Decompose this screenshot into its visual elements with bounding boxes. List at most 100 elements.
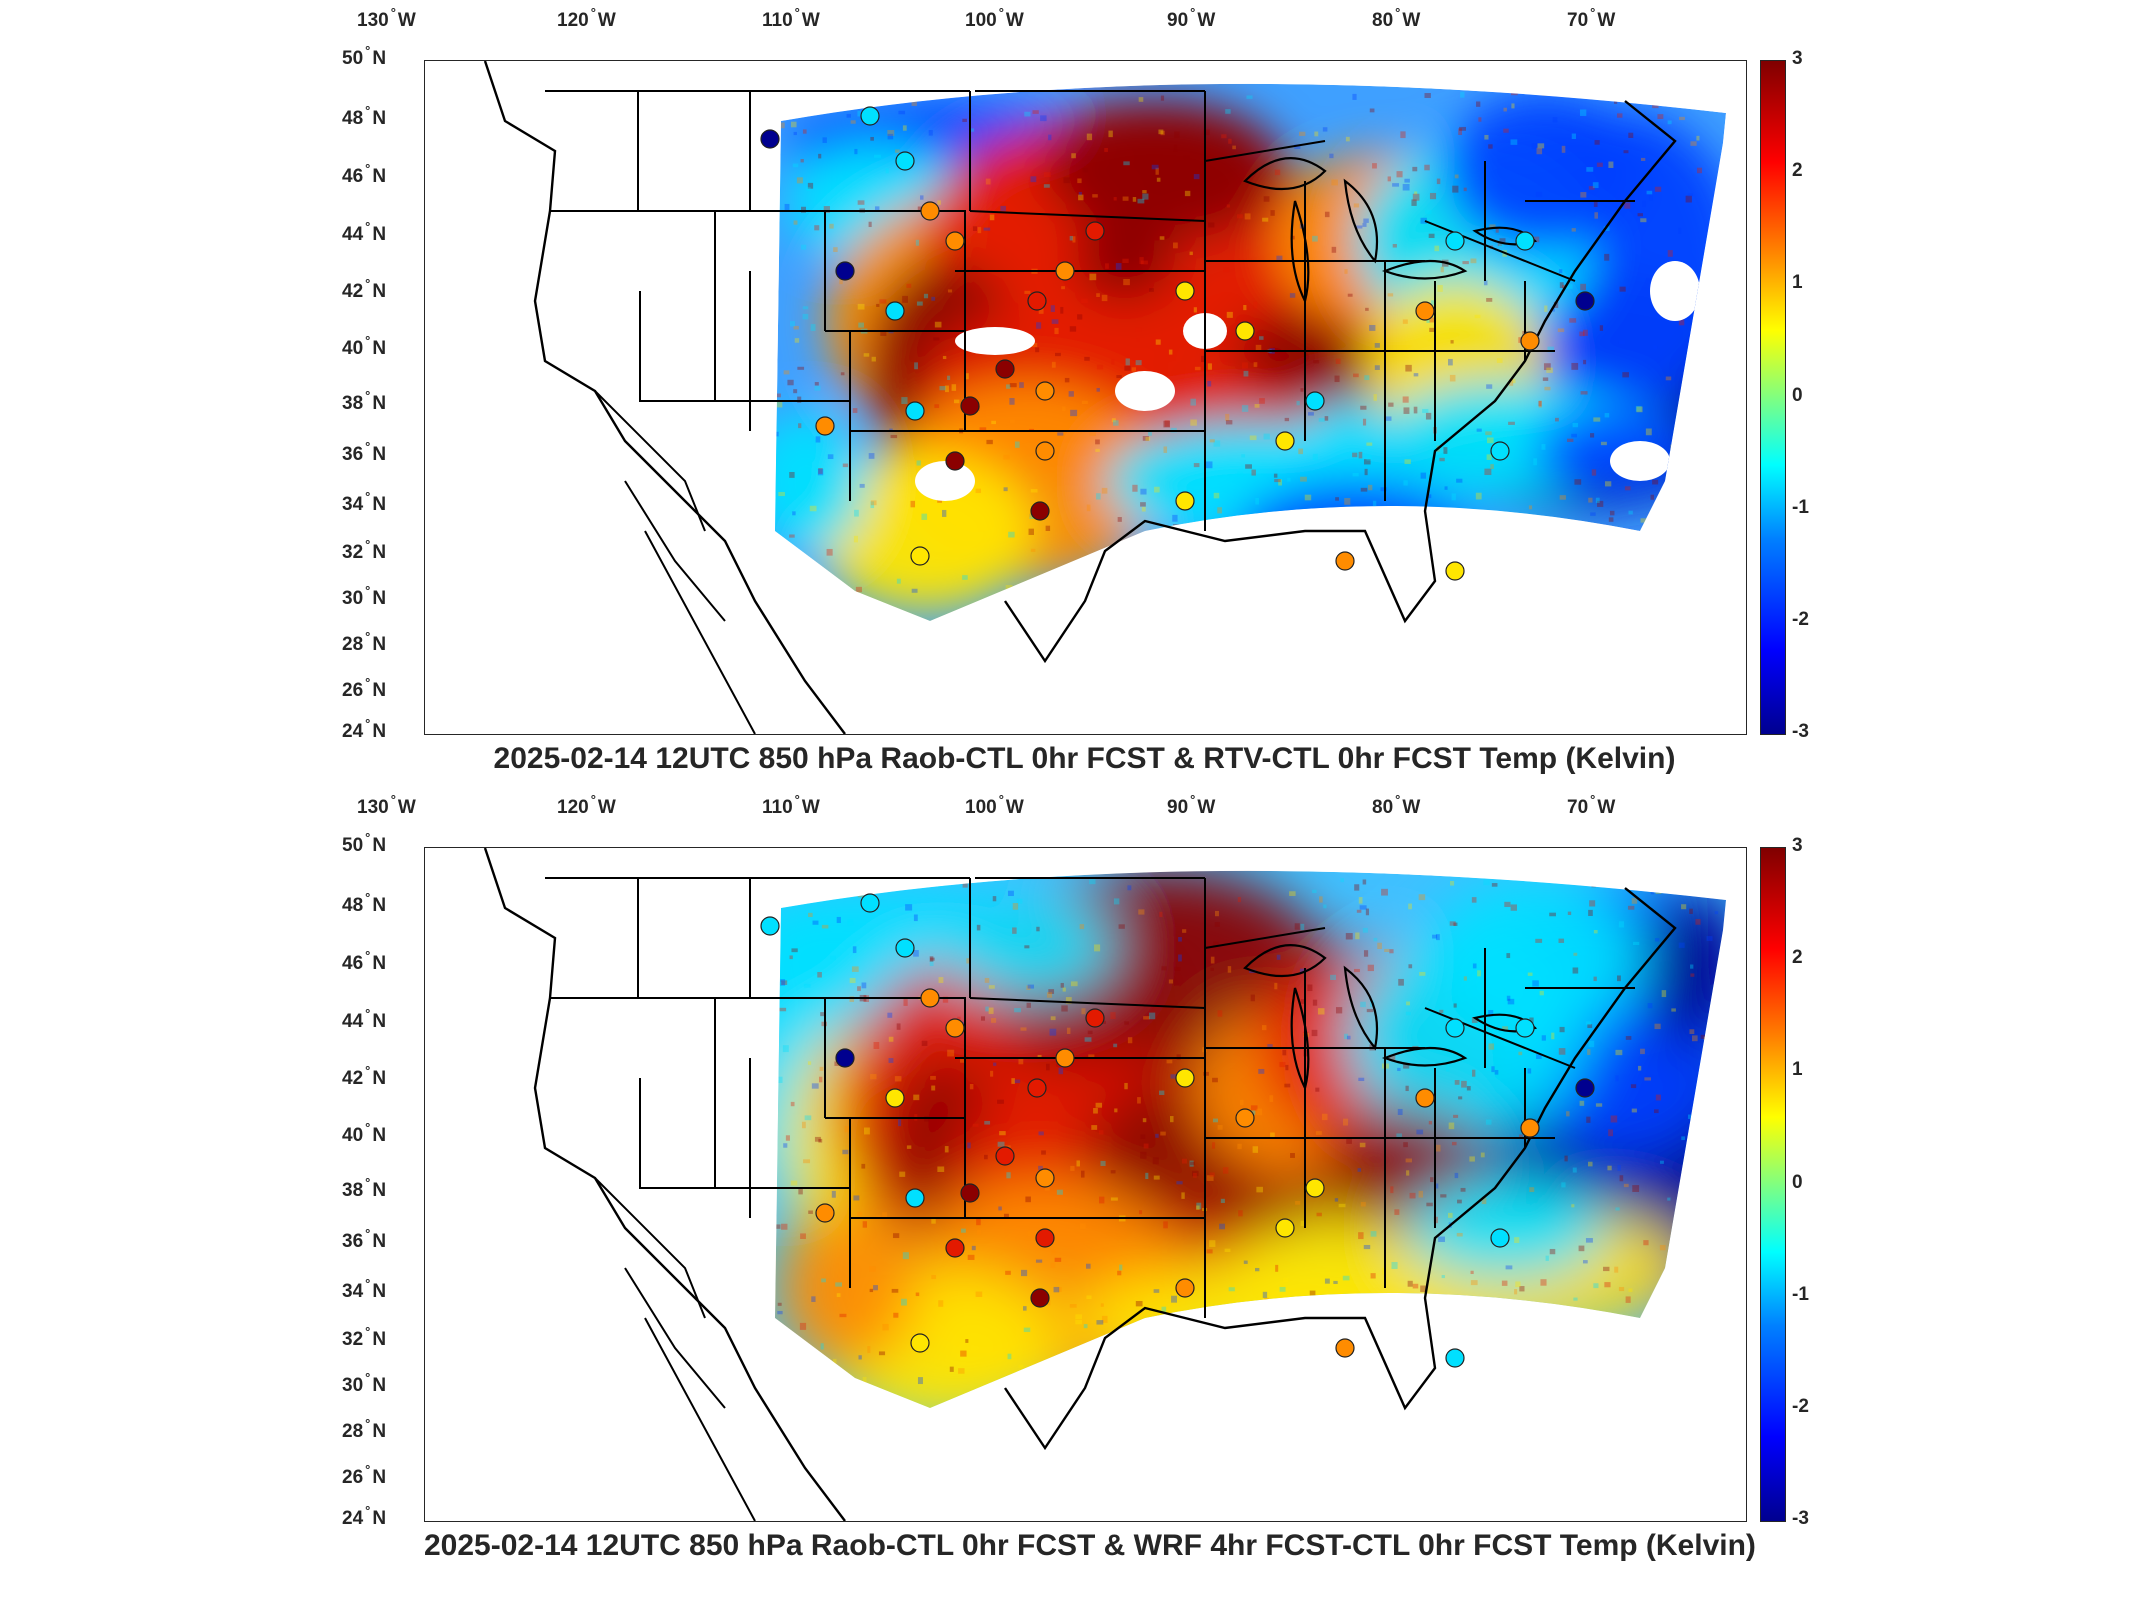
raob-station-marker bbox=[905, 1188, 925, 1208]
latitude-hemisphere: N bbox=[372, 108, 387, 129]
degree-symbol: ° bbox=[365, 890, 371, 905]
raob-station-marker bbox=[905, 401, 925, 421]
latitude-value: 38 bbox=[342, 1180, 364, 1201]
degree-symbol: ° bbox=[365, 1226, 371, 1241]
latitude-value: 46 bbox=[342, 166, 364, 187]
degree-symbol: ° bbox=[365, 219, 371, 234]
latitude-hemisphere: N bbox=[372, 1329, 387, 1350]
panel-top: 130 ° W 120 ° W 110 ° W 100 ° W 90 ° W 80 ° W 70 ° W 50 ° N 48 °… bbox=[0, 0, 2133, 790]
raob-station-marker bbox=[1055, 261, 1075, 281]
longitude-value: 120 bbox=[557, 10, 589, 31]
raob-station-marker bbox=[945, 451, 965, 471]
colorbar-tick-label: -2 bbox=[1792, 1395, 1809, 1417]
map-frame bbox=[424, 847, 1747, 1522]
latitude-value: 30 bbox=[342, 588, 364, 609]
raob-station-marker bbox=[1520, 331, 1540, 351]
raob-station-marker bbox=[860, 893, 880, 913]
temperature-field bbox=[775, 83, 1726, 622]
latitude-value: 30 bbox=[342, 1375, 364, 1396]
latitude-label: 28 ° N bbox=[342, 1416, 386, 1443]
latitude-hemisphere: N bbox=[372, 895, 387, 916]
latitude-label: 34 ° N bbox=[342, 1276, 386, 1303]
latitude-value: 32 bbox=[342, 542, 364, 563]
colorbar bbox=[1760, 60, 1786, 735]
raob-station-marker bbox=[1520, 1118, 1540, 1138]
panel-title: 2025-02-14 12UTC 850 hPa Raob-CTL 0hr FC… bbox=[424, 1529, 1756, 1562]
latitude-value: 34 bbox=[342, 494, 364, 515]
colorbar-tick-label: 0 bbox=[1792, 384, 1803, 406]
colorbar-tick-label: 3 bbox=[1792, 48, 1803, 69]
latitude-hemisphere: N bbox=[372, 953, 387, 974]
raob-station-marker bbox=[1515, 231, 1535, 251]
longitude-hemisphere: W bbox=[597, 10, 616, 31]
raob-stations bbox=[760, 106, 1595, 581]
longitude-hemisphere: W bbox=[397, 10, 416, 31]
degree-symbol: ° bbox=[365, 629, 371, 644]
raob-station-marker bbox=[1035, 1168, 1055, 1188]
longitude-label: 100 ° W bbox=[965, 5, 1024, 32]
longitude-label: 120 ° W bbox=[557, 5, 616, 32]
raob-station-marker bbox=[895, 151, 915, 171]
latitude-value: 50 bbox=[342, 835, 364, 856]
colorbar-tick-label: 3 bbox=[1792, 835, 1803, 856]
longitude-value: 80 bbox=[1372, 10, 1394, 31]
latitude-value: 40 bbox=[342, 1125, 364, 1146]
degree-symbol: ° bbox=[365, 583, 371, 598]
latitude-label: 34 ° N bbox=[342, 489, 386, 516]
latitude-label: 40 ° N bbox=[342, 333, 387, 360]
raob-station-marker bbox=[945, 231, 965, 251]
latitude-value: 26 bbox=[342, 1467, 364, 1488]
degree-symbol: ° bbox=[365, 1416, 371, 1431]
latitude-label: 26 ° N bbox=[342, 1462, 386, 1489]
raob-station-marker bbox=[920, 201, 940, 221]
degree-symbol: ° bbox=[365, 830, 371, 845]
latitude-value: 42 bbox=[342, 1068, 364, 1089]
degree-symbol: ° bbox=[365, 103, 371, 118]
raob-station-marker bbox=[995, 1146, 1015, 1166]
degree-symbol: ° bbox=[1190, 5, 1196, 20]
colorbar-tick-label: -3 bbox=[1792, 721, 1809, 742]
raob-station-marker bbox=[1085, 221, 1105, 241]
longitude-hemisphere: W bbox=[801, 797, 820, 818]
longitude-value: 130 bbox=[357, 10, 389, 31]
longitude-label: 130 ° W bbox=[357, 5, 416, 32]
raob-station-marker bbox=[1275, 431, 1295, 451]
raob-station-marker bbox=[1027, 1078, 1047, 1098]
latitude-label: 46 ° N bbox=[342, 161, 386, 188]
degree-symbol: ° bbox=[1395, 5, 1401, 20]
raob-station-marker bbox=[1490, 441, 1510, 461]
latitude-label: 46 ° N bbox=[342, 948, 387, 975]
raob-station-marker bbox=[1035, 1228, 1055, 1248]
raob-station-marker bbox=[920, 988, 940, 1008]
colorbar-tick-label: 2 bbox=[1792, 947, 1803, 969]
colorbar-tick-label: 0 bbox=[1792, 1171, 1803, 1193]
latitude-hemisphere: N bbox=[372, 393, 387, 414]
raob-station-marker bbox=[1335, 1338, 1355, 1358]
longitude-value: 130 bbox=[357, 797, 389, 818]
colorbar-tick-label: 1 bbox=[1792, 1059, 1803, 1081]
raob-station-marker bbox=[1175, 1068, 1195, 1088]
latitude-hemisphere: N bbox=[372, 1180, 387, 1201]
latitude-value: 34 bbox=[342, 1281, 364, 1302]
longitude-hemisphere: W bbox=[1402, 10, 1421, 31]
raob-station-marker bbox=[1055, 1048, 1075, 1068]
latitude-value: 24 bbox=[342, 721, 364, 742]
degree-symbol: ° bbox=[365, 1503, 371, 1518]
raob-station-marker bbox=[945, 1018, 965, 1038]
longitude-value: 90 bbox=[1167, 797, 1189, 818]
latitude-label: 42 ° N bbox=[342, 1063, 386, 1090]
longitude-label: 80 ° W bbox=[1372, 792, 1420, 819]
latitude-label: 26 ° N bbox=[342, 675, 386, 702]
raob-station-marker bbox=[960, 396, 980, 416]
longitude-hemisphere: W bbox=[1005, 797, 1024, 818]
latitude-label: 48 ° N bbox=[342, 103, 387, 130]
longitude-hemisphere: W bbox=[597, 797, 616, 818]
colorbar-tick-label: 2 bbox=[1792, 160, 1803, 182]
latitude-hemisphere: N bbox=[372, 1508, 387, 1529]
latitude-label: 32 ° N bbox=[342, 537, 386, 564]
map-frame bbox=[424, 60, 1747, 735]
raob-station-marker bbox=[1445, 1018, 1465, 1038]
latitude-label: 24 ° N bbox=[342, 716, 386, 743]
latitude-hemisphere: N bbox=[372, 338, 387, 359]
raob-station-marker bbox=[895, 938, 915, 958]
